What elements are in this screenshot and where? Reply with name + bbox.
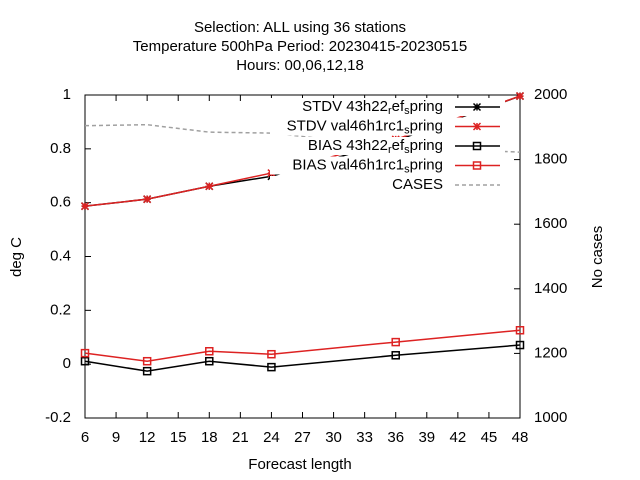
legend-label: STDV val46h1rc1spring — [287, 117, 443, 136]
chart-title: Temperature 500hPa Period: 20230415-2023… — [133, 38, 467, 55]
legend-text-part: BIAS val46h1rc1 — [292, 156, 404, 173]
legend-label: CASES — [392, 176, 443, 193]
data-point — [80, 356, 90, 366]
y-tick-label: 0.2 — [50, 301, 71, 318]
x-tick-label: 45 — [481, 429, 498, 446]
y-tick-label: 0 — [63, 355, 71, 372]
data-point — [515, 340, 525, 350]
y-tick-label: 0.4 — [50, 247, 71, 264]
y2-tick-label: 1600 — [534, 215, 567, 232]
y-axis-label: deg C — [8, 237, 25, 277]
chart-title: Hours: 00,06,12,18 — [236, 57, 364, 74]
x-tick-label: 15 — [170, 429, 187, 446]
legend-text-part: pring — [410, 137, 443, 154]
data-point — [515, 92, 525, 101]
series-line — [84, 344, 521, 372]
data-point — [80, 348, 90, 358]
legend-marker — [472, 161, 482, 170]
legend-text-part: r — [388, 105, 392, 117]
legend-marker — [472, 102, 482, 112]
legend-text-part: BIAS 43h22 — [308, 137, 388, 154]
legend-bg — [270, 156, 505, 175]
legend-text-part: s — [404, 105, 410, 117]
legend-text-part: s — [404, 124, 410, 136]
x-tick-label: 33 — [356, 429, 373, 446]
data-point — [143, 195, 152, 204]
series-line — [84, 329, 521, 362]
legend-text-part: pring — [410, 98, 443, 115]
x-axis-label: Forecast length — [248, 456, 351, 473]
y2-tick-label: 1000 — [534, 409, 567, 426]
legend-text-part: STDV val46h1rc1 — [287, 117, 405, 134]
y2-axis-label: No cases — [589, 226, 606, 289]
data-point — [80, 202, 90, 211]
legend-text-part: STDV 43h22 — [302, 98, 388, 115]
data-point — [515, 326, 525, 335]
x-tick-label: 27 — [294, 429, 311, 446]
legend-label: BIAS 43h22refspring — [308, 137, 443, 156]
legend-label: STDV 43h22refspring — [302, 98, 443, 117]
legend-bg — [270, 137, 505, 155]
chart-title: Selection: ALL using 36 stations — [194, 19, 406, 36]
legend-text-part: ef — [392, 137, 405, 154]
legend-text-part: ef — [392, 98, 405, 115]
legend-text-part: pring — [410, 156, 443, 173]
legend-text-part: r — [388, 144, 392, 156]
legend-text-part: pring — [410, 117, 443, 134]
y2-tick-label: 1200 — [534, 344, 567, 361]
x-tick-label: 9 — [112, 429, 120, 446]
y2-tick-label: 1800 — [534, 151, 567, 168]
y-tick-label: 1 — [63, 86, 71, 103]
data-point — [205, 356, 214, 366]
x-tick-label: 36 — [387, 429, 404, 446]
legend-bg — [270, 98, 505, 116]
data-point — [142, 356, 152, 366]
x-tick-label: 24 — [263, 429, 280, 446]
x-tick-label: 21 — [232, 429, 249, 446]
x-tick-label: 39 — [418, 429, 435, 446]
y-tick-label: 0.6 — [50, 194, 71, 211]
legend-marker — [472, 122, 482, 131]
legend-label: BIAS val46h1rc1spring — [292, 156, 443, 175]
x-tick-label: 48 — [512, 429, 529, 446]
x-tick-label: 6 — [81, 429, 89, 446]
x-tick-label: 18 — [201, 429, 218, 446]
legend-text-part: s — [404, 144, 410, 156]
data-point — [267, 349, 276, 359]
y-tick-label: -0.2 — [45, 409, 71, 426]
data-point — [391, 351, 400, 360]
data-point — [267, 362, 276, 372]
x-tick-label: 42 — [450, 429, 467, 446]
data-point — [142, 366, 152, 376]
y2-tick-label: 2000 — [534, 86, 567, 103]
legend-marker — [472, 141, 482, 151]
data-point — [205, 346, 214, 356]
legend-text-part: s — [404, 163, 410, 175]
legend-bg — [270, 176, 505, 194]
data-point — [205, 182, 214, 191]
y2-tick-label: 1400 — [534, 280, 567, 297]
x-tick-label: 30 — [325, 429, 342, 446]
data-point — [391, 337, 400, 347]
y-tick-label: 0.8 — [50, 140, 71, 157]
legend-bg — [270, 117, 505, 136]
x-tick-label: 12 — [139, 429, 156, 446]
legend-text-part: CASES — [392, 176, 443, 193]
